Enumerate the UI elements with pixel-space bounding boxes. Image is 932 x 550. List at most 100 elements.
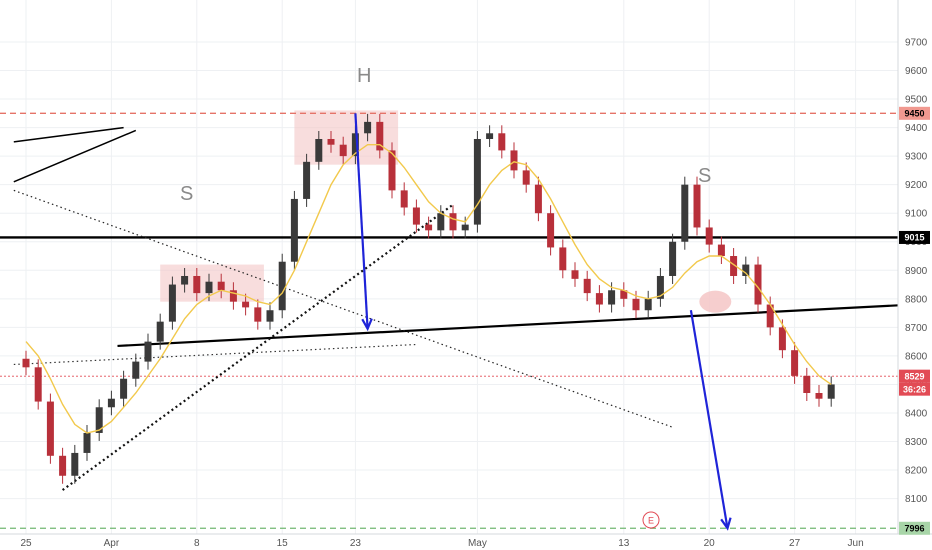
event-marker-circle xyxy=(642,511,660,529)
candle-body-64 xyxy=(803,375,811,394)
candle-body-49 xyxy=(620,290,628,299)
x-tick-label-1: Apr xyxy=(104,538,120,549)
right-shoulder-label: S xyxy=(698,165,711,187)
candle-body-27 xyxy=(351,133,359,157)
candle-body-19 xyxy=(254,307,262,322)
candle-body-37 xyxy=(473,138,481,225)
candle-body-31 xyxy=(400,190,408,208)
candle-body-24 xyxy=(315,138,323,162)
x-tick-label-7: 20 xyxy=(704,538,716,549)
candle-body-58 xyxy=(730,256,738,276)
candle-body-54 xyxy=(681,184,689,242)
candle-body-5 xyxy=(83,432,91,453)
event-marker-label: E xyxy=(648,516,654,526)
candle-body-3 xyxy=(59,455,67,476)
candle-body-50 xyxy=(632,298,640,311)
y-tick-label-3: 8400 xyxy=(905,408,928,419)
head-measure-arrow-shaft xyxy=(354,113,369,329)
candle-body-14 xyxy=(193,275,201,294)
y-tick-label-16: 9700 xyxy=(905,37,928,48)
candle-body-48 xyxy=(608,290,616,305)
last-price-tag-label: 8529 xyxy=(904,371,924,381)
candle-body-17 xyxy=(229,290,237,302)
candle-body-63 xyxy=(791,350,799,376)
candle-body-4 xyxy=(71,452,79,476)
y-tick-label-2: 8300 xyxy=(905,437,928,448)
target-tag xyxy=(899,521,930,535)
top-left-line-0 xyxy=(13,126,124,143)
x-tick-label-3: 15 xyxy=(277,538,289,549)
target-arrow-head xyxy=(720,517,732,531)
neckline xyxy=(117,302,932,348)
candle-body-9 xyxy=(132,361,140,379)
candle-body-0 xyxy=(22,358,30,368)
candle-body-6 xyxy=(95,407,103,433)
left-shoulder-label: S xyxy=(180,183,193,205)
upper-channel-line xyxy=(13,343,417,366)
candle-body-34 xyxy=(437,213,445,231)
time-axis-panel[interactable] xyxy=(0,534,932,550)
x-tick-label-6: 13 xyxy=(618,538,630,549)
candle-body-62 xyxy=(778,327,786,351)
candle-body-57 xyxy=(717,244,725,257)
y-tick-label-1: 8200 xyxy=(905,466,928,477)
candle-body-43 xyxy=(547,213,555,248)
y-tick-label-15: 9600 xyxy=(905,66,928,77)
rising-trendline xyxy=(61,203,454,491)
x-tick-labels: 25Apr81523May132027Jun10 xyxy=(20,538,863,549)
candle-body-51 xyxy=(644,298,652,311)
candle-body-18 xyxy=(242,301,250,308)
candle-body-29 xyxy=(376,121,384,151)
y-tick-label-8: 8900 xyxy=(905,266,928,277)
moving-average-line xyxy=(25,143,832,434)
candle-body-20 xyxy=(266,310,274,322)
candle-body-22 xyxy=(290,198,298,262)
grid xyxy=(0,0,898,534)
candle-body-30 xyxy=(388,150,396,191)
candle-body-36 xyxy=(461,224,469,231)
candle-body-35 xyxy=(449,213,457,231)
candle-body-52 xyxy=(656,275,664,299)
resistance-tag xyxy=(899,106,930,120)
candlesticks xyxy=(22,113,835,484)
price-axis-panel[interactable] xyxy=(898,0,932,534)
countdown-tag xyxy=(899,382,930,396)
candle-body-39 xyxy=(498,133,506,151)
target-tag-label: 7996 xyxy=(904,523,924,533)
head-label: H xyxy=(357,65,371,87)
projection-arrows xyxy=(354,113,732,531)
candle-body-7 xyxy=(107,398,115,408)
candle-body-40 xyxy=(510,150,518,171)
candle-body-15 xyxy=(205,281,213,294)
target-arrow-shaft xyxy=(689,310,729,529)
candle-body-65 xyxy=(815,393,823,399)
x-tick-label-4: 23 xyxy=(350,538,362,549)
candle-body-38 xyxy=(486,133,494,139)
candle-body-42 xyxy=(534,184,542,214)
trendlines xyxy=(13,126,932,491)
falling-trendline xyxy=(13,189,673,428)
level-9015-tag xyxy=(899,230,930,244)
candle-body-53 xyxy=(669,241,677,276)
candle-body-61 xyxy=(766,304,774,328)
top-left-line-1 xyxy=(13,129,137,183)
candle-body-23 xyxy=(303,161,311,199)
event-marker[interactable]: E xyxy=(642,511,660,529)
candle-body-26 xyxy=(339,144,347,157)
candle-body-66 xyxy=(827,384,835,399)
candle-body-2 xyxy=(46,401,54,456)
candle-body-32 xyxy=(412,207,420,225)
candle-body-33 xyxy=(425,224,433,231)
candle-body-16 xyxy=(217,281,225,291)
candle-body-47 xyxy=(595,293,603,305)
countdown-tag-label: 36:26 xyxy=(903,384,926,394)
horizontal-levels xyxy=(0,112,898,529)
price-tags: 9450 9015 8529 7996 36:26 xyxy=(899,106,930,535)
x-tick-label-5: May xyxy=(468,538,487,549)
candle-body-1 xyxy=(34,367,42,402)
candle-body-21 xyxy=(278,261,286,311)
candle-body-13 xyxy=(181,275,189,285)
